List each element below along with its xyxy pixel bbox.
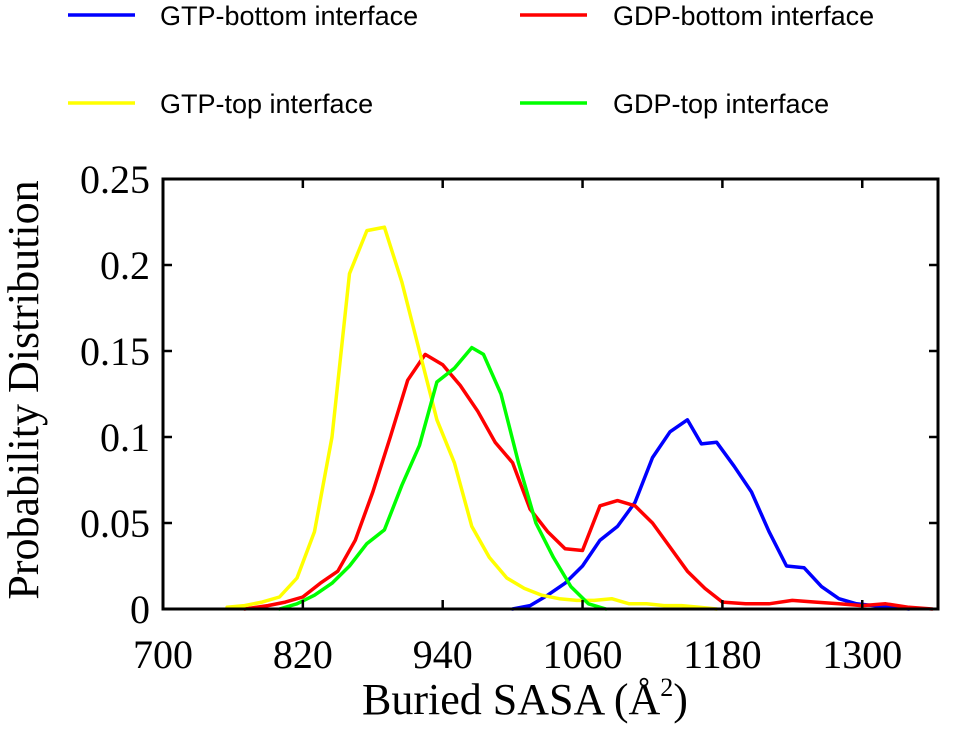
legend: GTP-bottom interface GDP-bottom interfac…: [68, 1, 874, 119]
x-tick-label: 1180: [683, 632, 762, 677]
y-tick-label: 0.25: [80, 157, 150, 202]
y-tick-label: 0: [130, 587, 150, 632]
x-tick-label: 940: [413, 632, 473, 677]
legend-entry-gtp-bottom: GTP-bottom interface: [68, 1, 418, 31]
legend-label-gtp-top: GTP-top interface: [160, 89, 373, 119]
x-tick-label: 700: [133, 632, 193, 677]
series-line-gtp-top: [225, 225, 719, 611]
legend-entry-gdp-bottom: GDP-bottom interface: [520, 1, 874, 31]
x-axis-label-superscript: 2: [660, 673, 673, 702]
y-axis-label: Probability Distribution: [0, 180, 48, 599]
axis-ticks: 700 820 940 1060 1180 1300 0 0.05 0.1 0.15 0.2 0.25: [80, 157, 938, 677]
x-tick-label: 820: [273, 632, 333, 677]
legend-entry-gtp-top: GTP-top interface: [68, 89, 373, 119]
series-line-gdp-bottom: [242, 352, 934, 611]
x-axis-label-main: Buried SASA (Å: [362, 675, 660, 724]
x-tick-label: 1300: [822, 632, 902, 677]
x-axis-label: Buried SASA (Å2): [362, 673, 688, 724]
y-tick-label: 0.2: [100, 243, 150, 288]
y-tick-label: 0.1: [100, 415, 150, 460]
y-tick-label: 0.05: [80, 501, 150, 546]
series-lines: [225, 225, 934, 611]
legend-entry-gdp-top: GDP-top interface: [520, 89, 829, 119]
x-axis-label-close: ): [673, 675, 688, 724]
series-line-gdp-top: [277, 345, 608, 611]
legend-label-gdp-top: GDP-top interface: [613, 89, 829, 119]
plot-frame: [161, 177, 940, 611]
series-line-gtp-bottom: [510, 418, 911, 611]
legend-label-gtp-bottom: GTP-bottom interface: [160, 1, 418, 31]
x-tick-label: 1060: [543, 632, 623, 677]
legend-label-gdp-bottom: GDP-bottom interface: [613, 1, 874, 31]
y-tick-label: 0.15: [80, 329, 150, 374]
